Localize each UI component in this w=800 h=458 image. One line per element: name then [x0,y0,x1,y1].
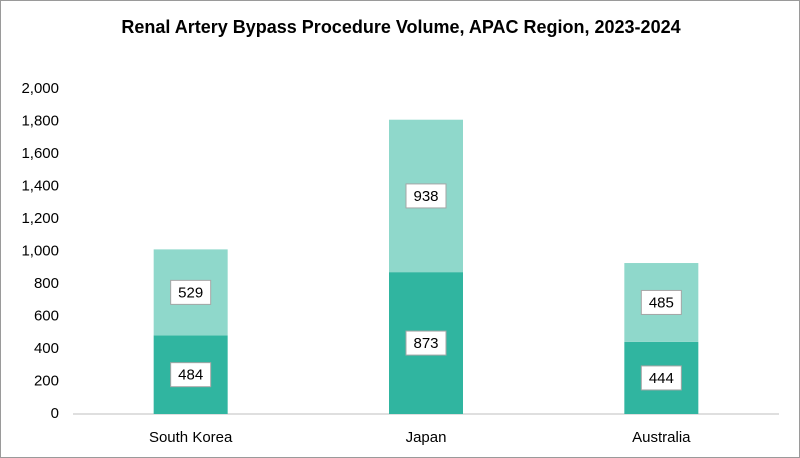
value-label: 529 [178,284,203,301]
value-label-box [405,330,447,356]
value-label: 873 [413,335,438,352]
value-label-box [640,365,682,391]
chart-title: Renal Artery Bypass Procedure Volume, AP… [121,17,681,37]
y-tick-label: 1,800 [21,112,59,129]
value-label: 444 [649,370,674,387]
y-tick-label: 1,000 [21,242,59,259]
x-tick-label: Japan [406,429,447,446]
x-tick-label: Australia [632,429,691,446]
value-label-box [405,183,447,209]
value-label: 938 [413,188,438,205]
value-label: 485 [649,294,674,311]
y-tick-label: 600 [34,307,59,324]
y-tick-label: 800 [34,275,59,292]
value-label-box [170,279,212,305]
value-label: 484 [178,367,203,384]
y-tick-label: 2,000 [21,80,59,97]
y-tick-label: 1,400 [21,177,59,194]
y-tick-label: 400 [34,340,59,357]
y-tick-label: 0 [51,405,59,422]
value-label-box [640,289,682,315]
y-tick-label: 1,200 [21,210,59,227]
x-tick-label: South Korea [149,429,233,446]
y-tick-label: 200 [34,372,59,389]
y-tick-label: 1,600 [21,145,59,162]
value-label-box [170,362,212,388]
